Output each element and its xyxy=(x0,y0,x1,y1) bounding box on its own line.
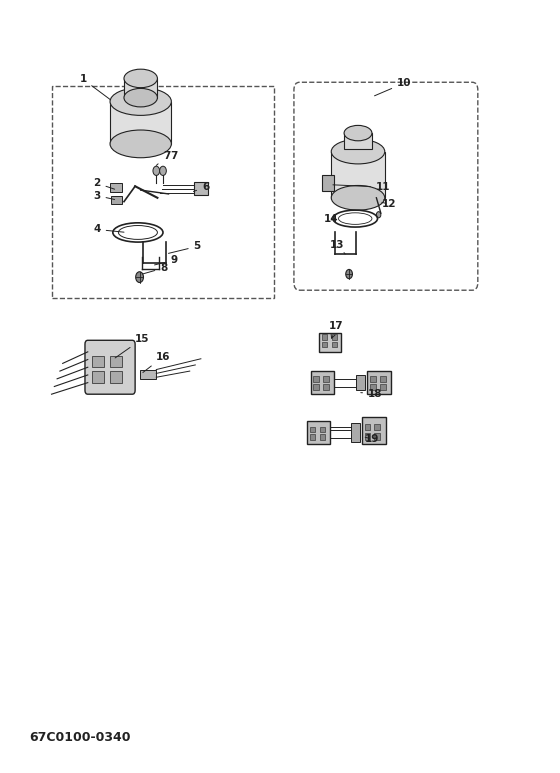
FancyBboxPatch shape xyxy=(307,421,330,444)
Bar xyxy=(365,424,370,431)
Bar xyxy=(365,434,370,440)
Bar xyxy=(110,101,171,144)
Bar xyxy=(310,434,315,440)
Circle shape xyxy=(136,272,143,282)
Text: 7: 7 xyxy=(170,152,178,162)
Bar xyxy=(110,356,122,367)
Bar xyxy=(322,342,328,347)
Ellipse shape xyxy=(110,87,171,115)
Bar xyxy=(332,342,337,347)
Text: 18: 18 xyxy=(361,389,382,399)
Bar xyxy=(374,424,380,431)
Text: 15: 15 xyxy=(115,334,150,358)
Bar xyxy=(314,376,319,382)
Text: 4: 4 xyxy=(94,224,124,234)
Bar xyxy=(380,384,386,390)
Text: 6: 6 xyxy=(193,182,209,192)
Circle shape xyxy=(153,166,160,175)
Ellipse shape xyxy=(110,130,171,158)
Bar xyxy=(314,384,319,390)
Bar xyxy=(324,376,329,382)
Text: 8: 8 xyxy=(142,263,167,274)
Bar xyxy=(374,434,380,440)
FancyBboxPatch shape xyxy=(319,332,341,352)
Text: 2: 2 xyxy=(94,179,115,189)
Bar xyxy=(370,376,376,382)
Bar xyxy=(139,369,156,379)
Bar xyxy=(351,424,360,442)
Text: 7: 7 xyxy=(156,152,170,165)
Bar xyxy=(320,427,325,432)
Bar xyxy=(110,371,122,383)
FancyBboxPatch shape xyxy=(85,340,135,394)
Bar xyxy=(52,86,274,298)
Bar xyxy=(344,133,372,148)
Bar xyxy=(370,384,376,390)
Text: 3: 3 xyxy=(94,191,115,200)
Circle shape xyxy=(376,212,381,218)
Bar xyxy=(92,356,105,367)
Text: 67C0100-0340: 67C0100-0340 xyxy=(29,730,130,744)
Ellipse shape xyxy=(124,69,157,87)
Bar xyxy=(332,152,385,198)
Text: 9: 9 xyxy=(155,255,178,265)
Bar xyxy=(380,376,386,382)
Bar xyxy=(320,434,325,440)
Circle shape xyxy=(346,270,352,279)
Ellipse shape xyxy=(124,88,157,107)
Text: 5: 5 xyxy=(169,241,201,254)
Bar xyxy=(111,196,122,204)
Ellipse shape xyxy=(332,139,385,164)
Bar xyxy=(332,334,337,339)
Text: 19: 19 xyxy=(365,434,379,444)
Circle shape xyxy=(160,166,166,175)
Text: 13: 13 xyxy=(330,240,345,254)
FancyBboxPatch shape xyxy=(362,417,386,444)
Bar xyxy=(110,183,122,192)
Bar xyxy=(322,334,328,339)
Text: 17: 17 xyxy=(329,321,344,339)
Text: 1: 1 xyxy=(80,74,111,100)
Text: 16: 16 xyxy=(143,352,171,373)
Ellipse shape xyxy=(332,186,385,210)
Bar xyxy=(356,375,365,390)
Text: 12: 12 xyxy=(381,199,396,209)
FancyBboxPatch shape xyxy=(367,371,391,394)
Text: 10: 10 xyxy=(375,78,412,96)
Bar xyxy=(124,78,157,97)
FancyBboxPatch shape xyxy=(322,175,334,191)
Ellipse shape xyxy=(344,125,372,141)
Bar xyxy=(92,371,105,383)
FancyBboxPatch shape xyxy=(311,371,334,394)
Bar xyxy=(310,427,315,432)
Bar xyxy=(324,384,329,390)
FancyBboxPatch shape xyxy=(194,182,208,196)
Text: 11: 11 xyxy=(333,182,390,192)
Text: 14: 14 xyxy=(324,213,338,223)
